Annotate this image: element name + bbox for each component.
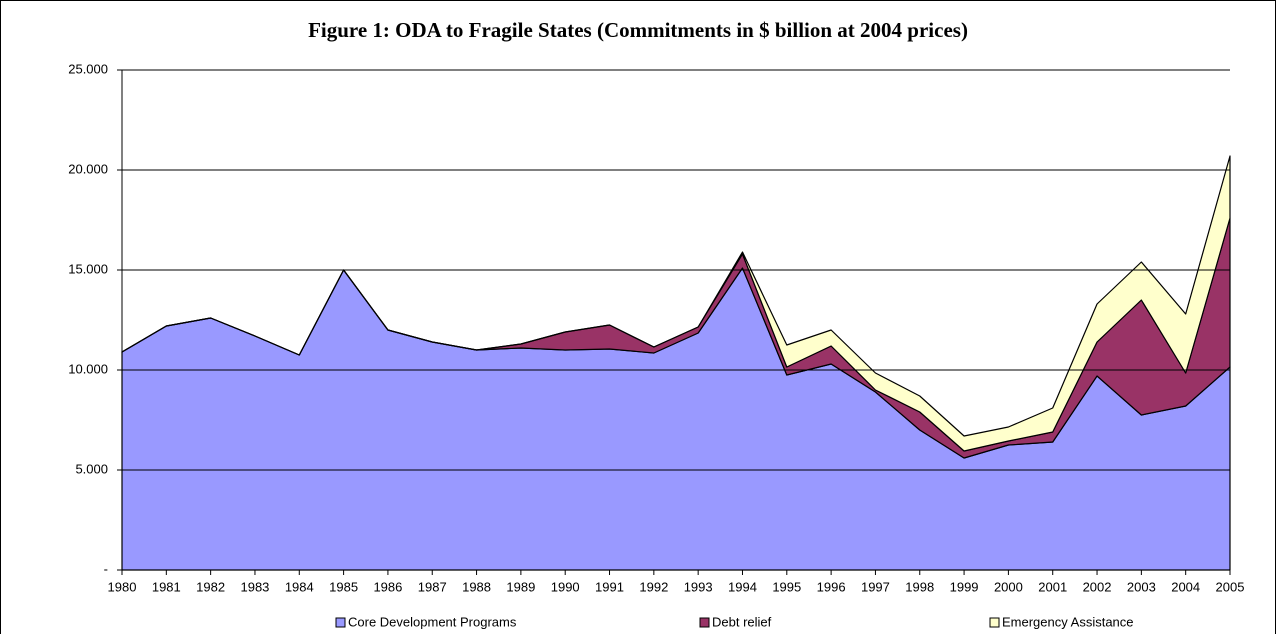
- x-tick-label: 2000: [994, 579, 1023, 594]
- x-tick-label: 2001: [1038, 579, 1067, 594]
- area: [121, 155, 1231, 452]
- x-tick-label: 1980: [108, 579, 137, 594]
- x-tick-label: 1985: [329, 579, 358, 594]
- chart-title: Figure 1: ODA to Fragile States (Commitm…: [308, 18, 968, 42]
- x-tick-label: 1989: [506, 579, 535, 594]
- legend-label: Debt relief: [712, 614, 772, 629]
- x-tick-label: 2002: [1083, 579, 1112, 594]
- x-tick-label: 1986: [373, 579, 402, 594]
- x-tick-label: 1987: [418, 579, 447, 594]
- x-tick-label: 1982: [196, 579, 225, 594]
- y-tick-label: 5.000: [75, 461, 108, 476]
- legend-swatch: [335, 617, 346, 628]
- legend-swatch: [699, 617, 710, 628]
- y-tick-label: 20.000: [68, 161, 108, 176]
- y-tick-label: -: [104, 561, 108, 576]
- x-tick-label: 1992: [639, 579, 668, 594]
- legend-label: Emergency Assistance: [1002, 614, 1134, 629]
- legend-swatch: [989, 617, 1000, 628]
- y-tick-label: 25.000: [68, 61, 108, 76]
- x-tick-label: 1998: [905, 579, 934, 594]
- x-tick-label: 1984: [285, 579, 314, 594]
- x-tick-label: 1990: [551, 579, 580, 594]
- x-tick-label: 2005: [1216, 579, 1245, 594]
- x-tick-label: 1988: [462, 579, 491, 594]
- x-tick-label: 1993: [684, 579, 713, 594]
- x-tick-label: 1997: [861, 579, 890, 594]
- x-tick-label: 1994: [728, 579, 757, 594]
- x-tick-label: 1991: [595, 579, 624, 594]
- x-tick-label: 2003: [1127, 579, 1156, 594]
- y-tick-label: 10.000: [68, 361, 108, 376]
- x-tick-label: 1996: [817, 579, 846, 594]
- x-tick-label: 2004: [1171, 579, 1200, 594]
- x-tick-label: 1995: [772, 579, 801, 594]
- x-tick-label: 1981: [152, 579, 181, 594]
- legend-label: Core Development Programs: [348, 614, 517, 629]
- x-tick-label: 1983: [240, 579, 269, 594]
- y-tick-label: 15.000: [68, 261, 108, 276]
- x-tick-label: 1999: [950, 579, 979, 594]
